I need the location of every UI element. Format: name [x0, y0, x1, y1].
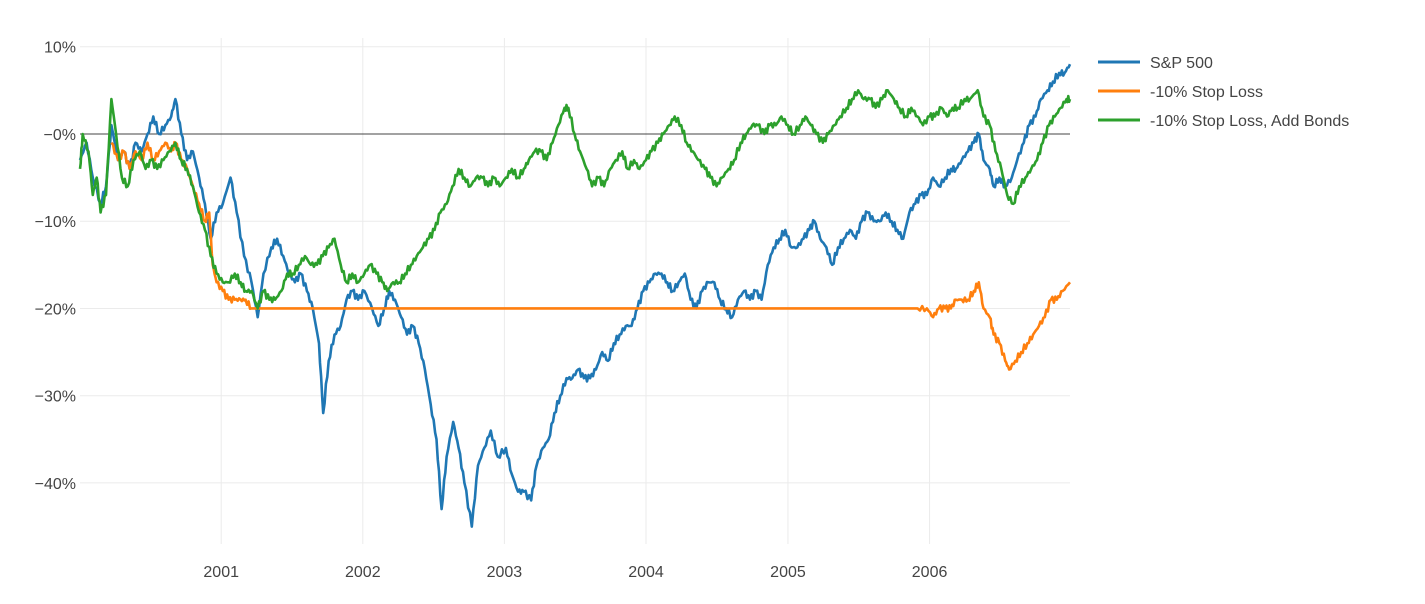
- x-tick-label: 2006: [912, 564, 948, 581]
- y-tick-label: −40%: [35, 476, 76, 493]
- legend-item[interactable]: S&P 500: [1098, 55, 1213, 72]
- y-tick-label: −0%: [44, 127, 76, 144]
- series-lines: [78, 63, 1072, 528]
- x-tick-label: 2001: [203, 564, 239, 581]
- legend-label: S&P 500: [1150, 55, 1213, 72]
- legend-label: -10% Stop Loss: [1150, 84, 1263, 101]
- legend-label: -10% Stop Loss, Add Bonds: [1150, 113, 1349, 130]
- series-line: [78, 63, 1072, 528]
- legend[interactable]: S&P 500 -10% Stop Loss -10% Stop Loss, Add…: [1098, 55, 1349, 130]
- y-tick-label: 10%: [44, 40, 76, 57]
- grid: [80, 38, 1070, 544]
- y-tick-label: −30%: [35, 389, 76, 406]
- y-axis-ticks: 10% −0% −10% −20% −30% −40%: [35, 40, 76, 493]
- x-tick-label: 2005: [770, 564, 806, 581]
- x-axis-ticks: 2001 2002 2003 2004 2005 2006: [203, 564, 947, 581]
- series-line: [110, 140, 1072, 371]
- y-tick-label: −10%: [35, 214, 76, 231]
- series-line: [78, 89, 1072, 310]
- legend-item[interactable]: -10% Stop Loss, Add Bonds: [1098, 113, 1349, 130]
- y-tick-label: −20%: [35, 301, 76, 318]
- x-tick-label: 2002: [345, 564, 381, 581]
- x-tick-label: 2003: [487, 564, 523, 581]
- legend-item[interactable]: -10% Stop Loss: [1098, 84, 1263, 101]
- x-tick-label: 2004: [628, 564, 664, 581]
